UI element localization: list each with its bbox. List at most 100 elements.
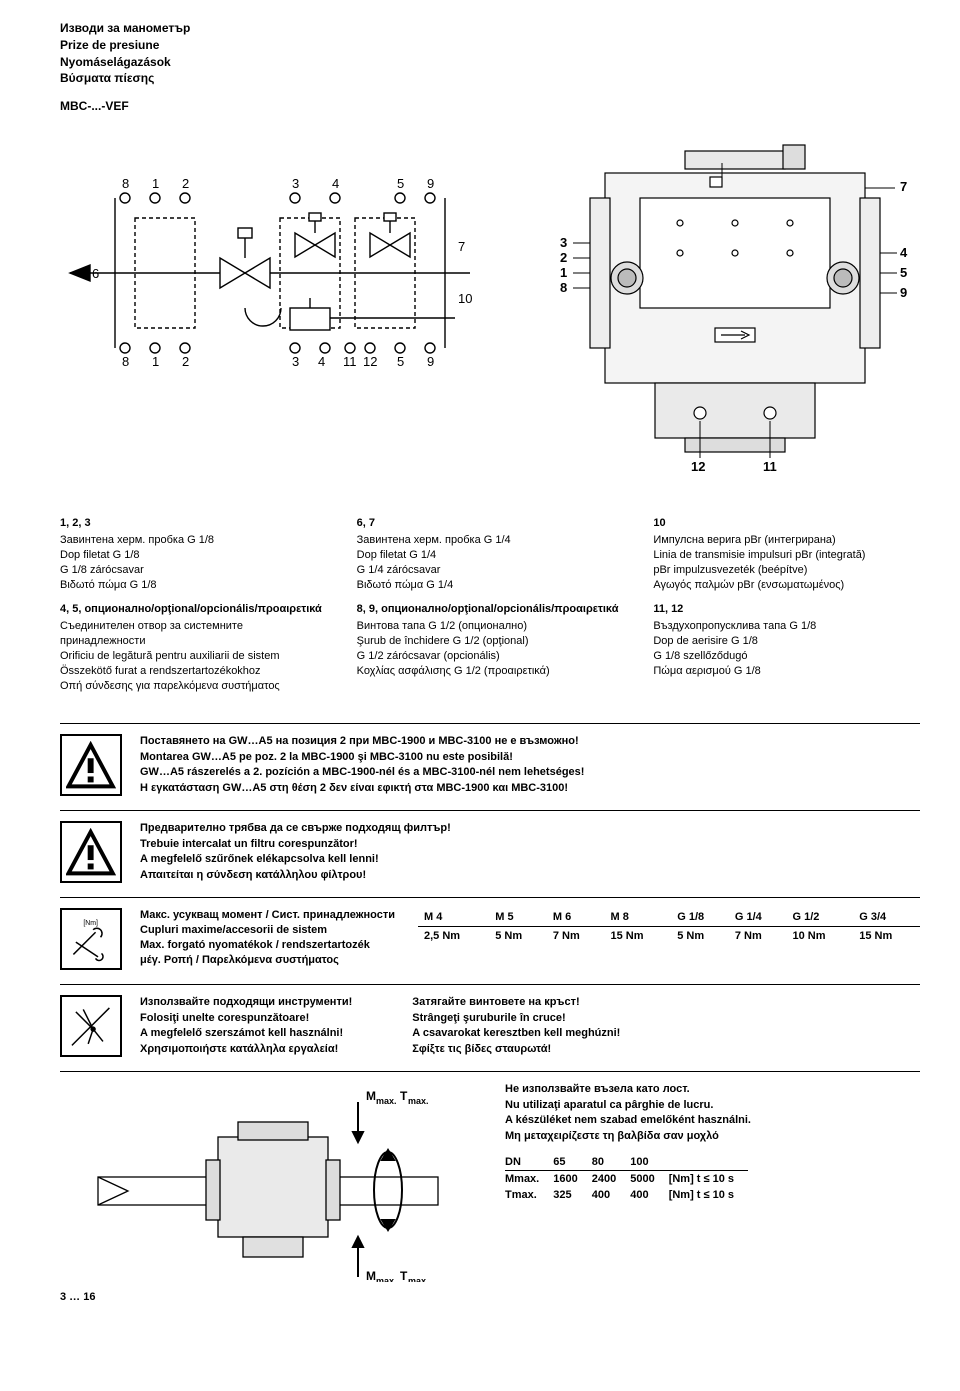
svg-text:max.: max. bbox=[376, 1276, 397, 1282]
svg-text:8: 8 bbox=[560, 280, 567, 295]
tools-line: Използвайте подходящи инструменти! bbox=[140, 995, 352, 1010]
svg-text:1: 1 bbox=[152, 354, 159, 369]
torque-value: 10 Nm bbox=[787, 927, 854, 946]
legend-line: Πώμα αερισμού G 1/8 bbox=[653, 664, 920, 679]
svg-text:2: 2 bbox=[560, 250, 567, 265]
legend-line: Dop filetat G 1/8 bbox=[60, 548, 327, 563]
torque-value: 5 Nm bbox=[671, 927, 729, 946]
svg-text:9: 9 bbox=[427, 354, 434, 369]
torque-header: G 1/4 bbox=[729, 908, 787, 927]
legend-line: pBr impulzusvezeték (beépítve) bbox=[653, 563, 920, 578]
svg-text:11: 11 bbox=[763, 459, 777, 473]
torque-header: M 4 bbox=[418, 908, 489, 927]
tools-col-right: Затягайте винтовете на кръст! Strângeţi … bbox=[412, 995, 620, 1057]
legend-line: Импулсна верига pBr (интегрирана) bbox=[653, 533, 920, 548]
svg-text:9: 9 bbox=[427, 176, 434, 191]
torque-header: G 1/2 bbox=[787, 908, 854, 927]
dn-label: DN bbox=[505, 1154, 553, 1171]
tools-line: Χρησιμοποιήστε κατάλληλα εργαλεία! bbox=[140, 1042, 352, 1057]
legend-line: G 1/2 zárócsavar (opcionális) bbox=[357, 649, 624, 664]
svg-text:2: 2 bbox=[182, 354, 189, 369]
svg-text:max.: max. bbox=[376, 1096, 397, 1106]
warning-text: Предварително трябва да се свърже подход… bbox=[140, 821, 920, 883]
tools-line: Folosiţi unelte corespunzătoare! bbox=[140, 1011, 352, 1026]
lever-text: Не използвайте възела като лост. Nu util… bbox=[505, 1082, 920, 1285]
legend-title: 11, 12 bbox=[653, 602, 920, 617]
legend-block: 6, 7 Завинтена херм. пробка G 1/4 Dop fi… bbox=[357, 516, 624, 592]
warn-line: Montarea GW…A5 pe poz. 2 la MBC-1900 şi … bbox=[140, 750, 920, 765]
legend-line: Βιδωτό πώμα G 1/4 bbox=[357, 578, 624, 593]
legend-line: Κοχλίας ασφάλισης G 1/2 (προαιρετικά) bbox=[357, 664, 624, 679]
legend-line: G 1/4 zárócsavar bbox=[357, 563, 624, 578]
svg-text:4: 4 bbox=[900, 245, 908, 260]
svg-text:M: M bbox=[366, 1089, 376, 1103]
warn-line: Η εγκατάσταση GW…A5 στη θέση 2 δεν είναι… bbox=[140, 781, 920, 796]
torque-value: 15 Nm bbox=[853, 927, 920, 946]
device-diagram: 7 3218 459 1211 bbox=[530, 143, 920, 476]
svg-text:3: 3 bbox=[560, 235, 567, 250]
torque-row: [Nm] Макс. усукващ момент / Сист. принад… bbox=[60, 897, 920, 970]
legend-line: Завинтена херм. пробка G 1/4 bbox=[357, 533, 624, 548]
svg-text:10: 10 bbox=[458, 291, 472, 306]
tools-line: Затягайте винтовете на кръст! bbox=[412, 995, 620, 1010]
svg-text:4: 4 bbox=[332, 176, 339, 191]
tmax-label: Tmax. bbox=[505, 1187, 553, 1203]
tools-row: Използвайте подходящи инструменти! Folos… bbox=[60, 984, 920, 1057]
header-line: Изводи за манометър bbox=[60, 20, 920, 37]
svg-text:11: 11 bbox=[343, 354, 357, 369]
legend-line: Linia de transmisie impulsuri pBr (integ… bbox=[653, 548, 920, 563]
torque-header: G 3/4 bbox=[853, 908, 920, 927]
legend-grid: 1, 2, 3 Завинтена херм. пробка G 1/8 Dop… bbox=[60, 516, 920, 693]
wrench-icon: [Nm] bbox=[60, 908, 122, 970]
lever-warn-line: A készüléket nem szabad emelőként haszná… bbox=[505, 1113, 920, 1128]
svg-text:6: 6 bbox=[92, 266, 99, 281]
torque-header: M 5 bbox=[489, 908, 547, 927]
svg-text:max.: max. bbox=[408, 1276, 429, 1282]
tools-line: A csavarokat keresztben kell meghúzni! bbox=[412, 1026, 620, 1041]
legend-block: 1, 2, 3 Завинтена херм. пробка G 1/8 Dop… bbox=[60, 516, 327, 592]
svg-text:1: 1 bbox=[152, 176, 159, 191]
svg-text:5: 5 bbox=[397, 176, 404, 191]
lever-warn-line: Nu utilizaţi aparatul ca pârghie de lucr… bbox=[505, 1098, 920, 1113]
legend-block: 11, 12 Въздухопропусклива тапа G 1/8 Dop… bbox=[653, 602, 920, 693]
svg-text:2: 2 bbox=[182, 176, 189, 191]
header-line: Nyomáselágazások bbox=[60, 54, 920, 71]
legend-line: Винтова тапа G 1/2 (опционално) bbox=[357, 619, 624, 634]
header-titles: Изводи за манометър Prize de presiune Ny… bbox=[60, 20, 920, 87]
legend-title: 6, 7 bbox=[357, 516, 624, 531]
legend-line: Dop de aerisire G 1/8 bbox=[653, 634, 920, 649]
svg-text:7: 7 bbox=[458, 239, 465, 254]
tools-line: A megfelelő szerszámot kell használni! bbox=[140, 1026, 352, 1041]
dn-val: 80 bbox=[592, 1154, 630, 1171]
page-number: 3 … 16 bbox=[60, 1291, 920, 1303]
svg-text:8: 8 bbox=[122, 176, 129, 191]
svg-text:5: 5 bbox=[900, 265, 907, 280]
torque-table: M 4 M 5 M 6 M 8 G 1/8 G 1/4 G 1/2 G 3/4 … bbox=[418, 908, 920, 945]
torque-value: 5 Nm bbox=[489, 927, 547, 946]
legend-line: Съединителен отвор за системните принадл… bbox=[60, 619, 327, 649]
mmax-val: 5000 bbox=[630, 1171, 668, 1188]
dn-val: 65 bbox=[553, 1154, 591, 1171]
warning-icon bbox=[60, 821, 122, 883]
torque-value: 7 Nm bbox=[729, 927, 787, 946]
lever-warn-line: Μη μεταχειρίζεστε τη βαλβίδα σαν μοχλό bbox=[505, 1129, 920, 1144]
warn-line: Предварително трябва да се свърже подход… bbox=[140, 821, 920, 836]
legend-line: Βιδωτό πώμα G 1/8 bbox=[60, 578, 327, 593]
torque-label-line: μέγ. Ροπή / Παρελκόμενα συστήματος bbox=[140, 953, 400, 968]
dn-val: 100 bbox=[630, 1154, 668, 1171]
legend-line: Αγωγός παλμών pBr (ενσωματωμένος) bbox=[653, 578, 920, 593]
header-line: Prize de presiune bbox=[60, 37, 920, 54]
warn-line: A megfelelő szűrőnek elékapcsolva kell l… bbox=[140, 852, 920, 867]
legend-line: Завинтена херм. пробка G 1/8 bbox=[60, 533, 327, 548]
lever-warning: Не използвайте възела като лост. Nu util… bbox=[505, 1082, 920, 1144]
svg-text:3: 3 bbox=[292, 176, 299, 191]
tmax-unit: [Nm] t ≤ 10 s bbox=[669, 1187, 748, 1203]
torque-header: M 8 bbox=[605, 908, 672, 927]
diagrams-row: 812 34 59 6 7 10 812 34 1112 59 bbox=[60, 143, 920, 476]
tools-col-left: Използвайте подходящи инструменти! Folos… bbox=[140, 995, 352, 1057]
legend-title: 1, 2, 3 bbox=[60, 516, 327, 531]
torque-label-line: Cupluri maxime/accesorii de sistem bbox=[140, 923, 400, 938]
legend-line: Въздухопропусклива тапа G 1/8 bbox=[653, 619, 920, 634]
svg-text:12: 12 bbox=[691, 459, 705, 473]
legend-line: Orificiu de legătură pentru auxiliarii d… bbox=[60, 649, 327, 664]
